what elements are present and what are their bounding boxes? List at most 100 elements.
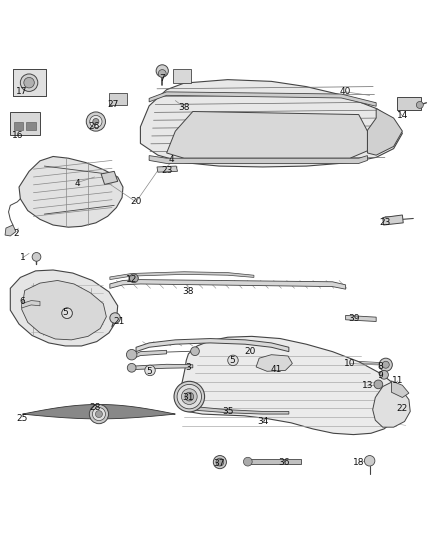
Text: 36: 36 [279,458,290,466]
Text: 20: 20 [131,197,142,206]
Text: 38: 38 [183,287,194,296]
Polygon shape [19,157,123,227]
Bar [109,93,127,105]
Text: 17: 17 [16,87,28,96]
Bar [249,459,301,464]
Text: 12: 12 [126,275,138,284]
Polygon shape [11,270,118,346]
Polygon shape [256,354,292,372]
Text: 34: 34 [257,417,268,426]
Text: 5: 5 [229,356,235,365]
Circle shape [156,65,168,77]
Circle shape [32,253,41,261]
Polygon shape [136,338,289,352]
Circle shape [145,365,155,376]
Text: 13: 13 [362,381,373,390]
Polygon shape [21,280,106,340]
Circle shape [89,405,109,424]
Bar [397,97,421,110]
Circle shape [382,361,389,368]
Text: 14: 14 [397,111,408,120]
Polygon shape [149,92,376,106]
Text: 23: 23 [379,219,391,228]
Circle shape [216,458,224,466]
Polygon shape [367,108,403,155]
Circle shape [213,456,226,469]
Polygon shape [177,336,403,434]
Text: 37: 37 [213,459,225,469]
Polygon shape [134,364,193,369]
Text: 2: 2 [13,229,19,238]
Text: 1: 1 [20,253,25,262]
Text: 39: 39 [349,314,360,324]
Text: 22: 22 [397,404,408,413]
Polygon shape [346,316,376,321]
Text: 31: 31 [183,393,194,402]
Polygon shape [101,171,118,184]
Text: 4: 4 [74,179,80,188]
Circle shape [93,118,99,125]
Text: 5: 5 [146,367,152,376]
Text: 41: 41 [270,365,282,374]
Text: 11: 11 [392,376,404,385]
Polygon shape [134,350,166,358]
Text: 4: 4 [168,155,174,164]
Text: 40: 40 [340,87,351,96]
Circle shape [86,112,106,131]
Text: 3: 3 [186,364,191,372]
Bar [173,69,191,83]
Circle shape [130,274,138,282]
Circle shape [95,410,102,417]
Polygon shape [166,111,367,158]
Bar [11,112,40,135]
Circle shape [62,308,72,318]
Polygon shape [22,405,175,419]
Text: 28: 28 [89,402,100,411]
Polygon shape [110,280,346,289]
Text: 26: 26 [88,122,99,131]
Text: 20: 20 [244,347,255,356]
Polygon shape [392,381,409,398]
Circle shape [158,70,166,77]
Text: 7: 7 [159,74,165,83]
Circle shape [185,392,194,401]
Circle shape [110,313,120,323]
Circle shape [24,77,34,88]
Circle shape [177,384,201,409]
Text: 18: 18 [353,458,364,466]
Text: 6: 6 [20,297,25,306]
Circle shape [364,456,375,466]
Text: 5: 5 [63,308,68,317]
Text: 9: 9 [378,371,383,380]
Polygon shape [182,405,289,414]
Polygon shape [373,382,410,427]
Circle shape [417,101,424,108]
Circle shape [62,308,72,318]
Circle shape [380,370,389,379]
Text: 35: 35 [222,407,233,416]
Polygon shape [141,79,403,167]
Polygon shape [149,156,367,164]
Circle shape [174,381,205,412]
Bar [13,69,46,96]
Circle shape [181,389,197,405]
Circle shape [228,355,238,366]
Text: 10: 10 [344,359,356,368]
Polygon shape [383,215,403,225]
Polygon shape [110,272,254,280]
Text: 25: 25 [16,414,27,423]
Polygon shape [157,166,177,172]
Text: 27: 27 [108,100,119,109]
Circle shape [191,347,199,356]
Circle shape [127,364,136,372]
Bar [14,123,23,130]
Circle shape [374,380,383,389]
Polygon shape [5,225,16,236]
Circle shape [92,408,106,421]
Text: 16: 16 [11,131,23,140]
Text: 23: 23 [161,166,172,175]
Text: 8: 8 [378,362,383,372]
Circle shape [244,457,252,466]
Bar [26,123,35,130]
Polygon shape [21,301,40,308]
